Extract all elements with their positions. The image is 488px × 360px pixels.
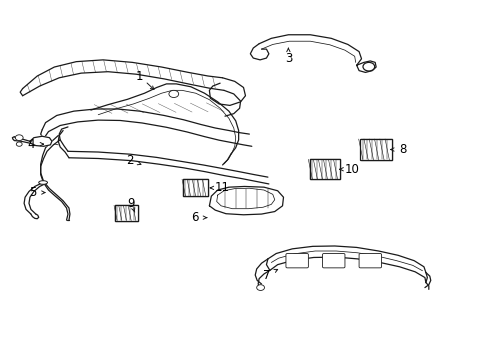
Circle shape [168, 90, 178, 98]
Circle shape [256, 285, 264, 291]
Text: 9: 9 [127, 197, 135, 210]
Text: 11: 11 [215, 181, 229, 194]
FancyBboxPatch shape [322, 253, 344, 268]
FancyBboxPatch shape [358, 253, 381, 268]
Text: 3: 3 [284, 51, 291, 64]
Text: 6: 6 [191, 211, 198, 224]
Text: 1: 1 [136, 69, 143, 82]
Text: 8: 8 [399, 143, 406, 156]
Polygon shape [183, 179, 208, 197]
Text: 4: 4 [27, 138, 35, 150]
Polygon shape [309, 159, 339, 179]
Bar [309, 159, 339, 179]
Bar [115, 206, 138, 221]
Ellipse shape [39, 181, 47, 184]
FancyBboxPatch shape [285, 253, 308, 268]
Polygon shape [115, 206, 138, 221]
Bar [360, 139, 391, 160]
Polygon shape [209, 186, 283, 215]
Circle shape [362, 62, 374, 71]
Text: 5: 5 [29, 186, 36, 199]
Circle shape [15, 135, 23, 140]
Text: 10: 10 [344, 163, 359, 176]
Polygon shape [360, 139, 391, 160]
Text: 2: 2 [126, 154, 133, 167]
Text: 7: 7 [262, 269, 270, 282]
Bar [183, 179, 208, 197]
Polygon shape [30, 136, 52, 146]
Circle shape [16, 142, 22, 146]
